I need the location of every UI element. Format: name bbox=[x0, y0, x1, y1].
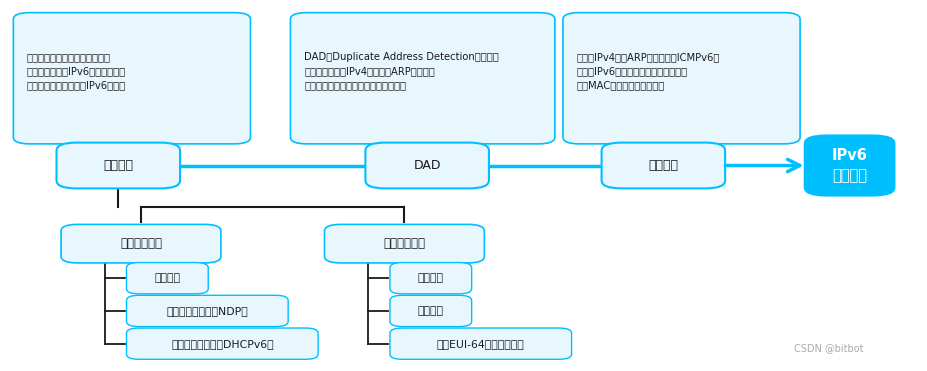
Text: DAD: DAD bbox=[413, 159, 441, 172]
Text: 手工配置: 手工配置 bbox=[418, 273, 444, 283]
Text: 地址解析: 地址解析 bbox=[648, 159, 679, 172]
Polygon shape bbox=[102, 143, 134, 163]
FancyBboxPatch shape bbox=[61, 224, 221, 263]
Text: 链路本地地址: 链路本地地址 bbox=[384, 237, 425, 250]
FancyBboxPatch shape bbox=[13, 13, 250, 144]
FancyBboxPatch shape bbox=[390, 263, 472, 294]
Text: 无状态自动配置（NDP）: 无状态自动配置（NDP） bbox=[167, 306, 248, 316]
FancyBboxPatch shape bbox=[290, 13, 554, 144]
FancyBboxPatch shape bbox=[804, 134, 895, 197]
Text: 地址配置: 地址配置 bbox=[103, 159, 133, 172]
FancyBboxPatch shape bbox=[126, 295, 288, 326]
Text: CSDN @bitbot: CSDN @bitbot bbox=[794, 343, 863, 353]
FancyBboxPatch shape bbox=[563, 13, 800, 144]
Text: 类似于IPv4中的ARP请求，通过ICMPv6报
文形成IPv6地址与数据链路层地址（一
般是MAC地址）的映射关系。: 类似于IPv4中的ARP请求，通过ICMPv6报 文形成IPv6地址与数据链路层… bbox=[577, 52, 720, 90]
FancyBboxPatch shape bbox=[602, 142, 725, 188]
FancyBboxPatch shape bbox=[324, 224, 485, 263]
FancyBboxPatch shape bbox=[365, 142, 489, 188]
Text: 根据EUI-64规范动态生成: 根据EUI-64规范动态生成 bbox=[437, 339, 525, 349]
Text: DAD（Duplicate Address Detection，重复地
址检测）类似于IPv4中的免费ARP检测，用
于检测当前地址是否与其他接口冲突。: DAD（Duplicate Address Detection，重复地 址检测）… bbox=[304, 52, 499, 90]
FancyBboxPatch shape bbox=[390, 328, 572, 359]
Text: 有状态自动配置（DHCPv6）: 有状态自动配置（DHCPv6） bbox=[171, 339, 273, 349]
FancyBboxPatch shape bbox=[126, 328, 318, 359]
Text: 手工配置: 手工配置 bbox=[154, 273, 181, 283]
Text: 全球单播地址: 全球单播地址 bbox=[120, 237, 162, 250]
Text: 全球单播地址和链路本地地址是
接口上最常见的IPv6单播地址，一
个接口上可以配置多个IPv6地址。: 全球单播地址和链路本地地址是 接口上最常见的IPv6单播地址，一 个接口上可以配… bbox=[27, 52, 126, 90]
Polygon shape bbox=[411, 143, 443, 163]
FancyBboxPatch shape bbox=[390, 295, 472, 326]
Text: 系统生成: 系统生成 bbox=[418, 306, 444, 316]
Polygon shape bbox=[647, 143, 679, 163]
FancyBboxPatch shape bbox=[57, 142, 180, 188]
Text: IPv6
数据转发: IPv6 数据转发 bbox=[832, 148, 868, 184]
FancyBboxPatch shape bbox=[126, 263, 209, 294]
